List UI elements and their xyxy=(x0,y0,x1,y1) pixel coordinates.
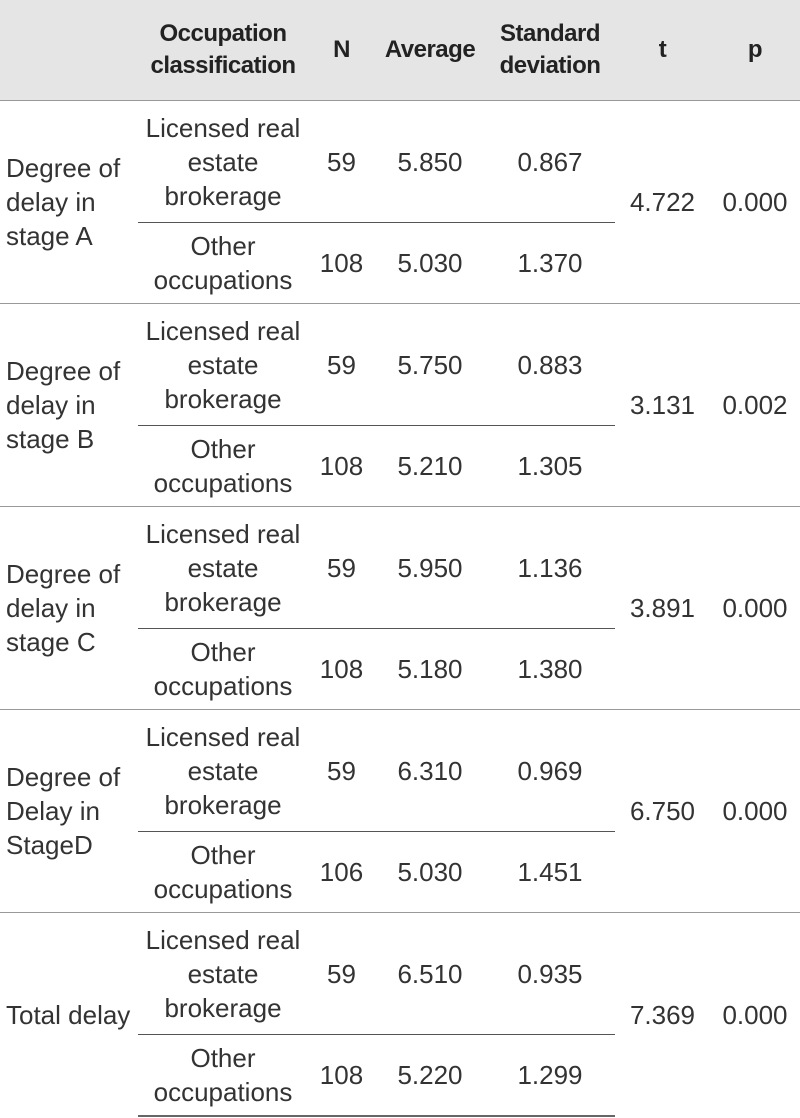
group-label: Degree of Delay in StageD xyxy=(0,709,138,913)
p-cell: 0.000 xyxy=(710,506,800,710)
t-cell: 4.722 xyxy=(615,100,710,304)
header-cell: N xyxy=(308,0,375,101)
n-cell: 59 xyxy=(308,912,375,1035)
sd-cell: 0.867 xyxy=(485,100,615,223)
table-body: Degree of delay in stage A Licensed real … xyxy=(0,100,800,1117)
average-cell: 5.030 xyxy=(375,831,485,913)
sd-cell: 1.370 xyxy=(485,222,615,304)
header-row: Occupation classification N Average Stan… xyxy=(0,0,800,101)
group-label: Total delay xyxy=(0,912,138,1116)
occupation-cell: Licensed real estate brokerage xyxy=(138,303,308,426)
group-label: Degree of delay in stage C xyxy=(0,506,138,710)
sd-cell: 0.935 xyxy=(485,912,615,1035)
header-cell: Average xyxy=(375,0,485,101)
n-cell: 59 xyxy=(308,709,375,832)
t-cell: 3.891 xyxy=(615,506,710,710)
group-label: Degree of delay in stage A xyxy=(0,100,138,304)
average-cell: 5.030 xyxy=(375,222,485,304)
average-cell: 5.180 xyxy=(375,628,485,710)
average-cell: 5.210 xyxy=(375,425,485,507)
occupation-cell: Licensed real estate brokerage xyxy=(138,100,308,223)
header-cell: Occupation classification xyxy=(138,0,308,101)
t-cell: 6.750 xyxy=(615,709,710,913)
table-row: Degree of delay in stage B Licensed real … xyxy=(0,303,800,507)
sd-cell: 1.299 xyxy=(485,1034,615,1117)
occupation-cell: Other occupations xyxy=(138,222,308,304)
average-cell: 5.850 xyxy=(375,100,485,223)
table-row: Degree of delay in stage A Licensed real … xyxy=(0,100,800,304)
occupation-cell: Licensed real estate brokerage xyxy=(138,912,308,1035)
group-label: Degree of delay in stage B xyxy=(0,303,138,507)
n-cell: 108 xyxy=(308,425,375,507)
n-cell: 59 xyxy=(308,303,375,426)
table-row: Other occupations 108 5.220 1.299 xyxy=(0,1034,800,1117)
occupation-cell: Licensed real estate brokerage xyxy=(138,506,308,629)
header-cell: p xyxy=(710,0,800,101)
occupation-cell: Other occupations xyxy=(138,425,308,507)
occupation-cell: Other occupations xyxy=(138,628,308,710)
n-cell: 108 xyxy=(308,628,375,710)
n-cell: 108 xyxy=(308,1034,375,1117)
header-cell xyxy=(0,0,138,101)
n-cell: 106 xyxy=(308,831,375,913)
occupation-cell: Other occupations xyxy=(138,1034,308,1117)
t-cell: 3.131 xyxy=(615,303,710,507)
sd-cell: 1.136 xyxy=(485,506,615,629)
header-cell: t xyxy=(615,0,710,101)
average-cell: 5.220 xyxy=(375,1034,485,1117)
p-cell: 0.000 xyxy=(710,709,800,913)
header-cell: Standard deviation xyxy=(485,0,615,101)
table-header: Occupation classification N Average Stan… xyxy=(0,0,800,101)
occupation-cell: Other occupations xyxy=(138,831,308,913)
average-cell: 5.750 xyxy=(375,303,485,426)
average-cell: 6.310 xyxy=(375,709,485,832)
n-cell: 59 xyxy=(308,506,375,629)
p-cell: 0.002 xyxy=(710,303,800,507)
table-row: Other occupations 106 5.030 1.451 xyxy=(0,831,800,913)
n-cell: 108 xyxy=(308,222,375,304)
average-cell: 5.950 xyxy=(375,506,485,629)
n-cell: 59 xyxy=(308,100,375,223)
sd-cell: 1.451 xyxy=(485,831,615,913)
table-row: Degree of Delay in StageD Licensed real e… xyxy=(0,709,800,913)
occupation-cell: Licensed real estate brokerage xyxy=(138,709,308,832)
t-cell: 7.369 xyxy=(615,912,710,1116)
table-row: Other occupations 108 5.180 1.380 xyxy=(0,628,800,710)
table-row: Other occupations 108 5.210 1.305 xyxy=(0,425,800,507)
p-cell: 0.000 xyxy=(710,100,800,304)
sd-cell: 1.305 xyxy=(485,425,615,507)
table-row: Degree of delay in stage C Licensed real … xyxy=(0,506,800,710)
sd-cell: 0.883 xyxy=(485,303,615,426)
table-row: Total delay Licensed real estate brokerag… xyxy=(0,912,800,1116)
table-row: Other occupations 108 5.030 1.370 xyxy=(0,222,800,304)
sd-cell: 1.380 xyxy=(485,628,615,710)
sd-cell: 0.969 xyxy=(485,709,615,832)
p-cell: 0.000 xyxy=(710,912,800,1116)
average-cell: 6.510 xyxy=(375,912,485,1035)
